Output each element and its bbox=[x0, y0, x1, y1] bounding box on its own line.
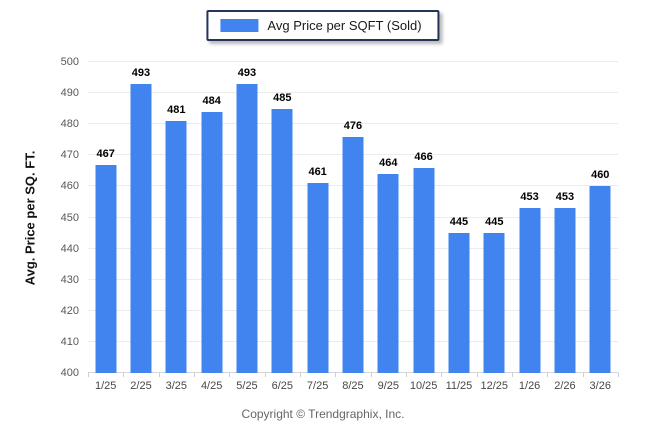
bar-value-label: 476 bbox=[343, 119, 363, 132]
x-tick-mark bbox=[229, 373, 231, 377]
bar-value-label: 464 bbox=[379, 156, 398, 169]
y-tick-label: 430 bbox=[60, 273, 79, 286]
bar-slot: 476 bbox=[335, 62, 370, 373]
bar-value-label: 466 bbox=[414, 150, 433, 163]
bar-slot: 445 bbox=[477, 62, 512, 373]
y-axis-title: Avg. Price per SQ. FT. bbox=[22, 150, 38, 286]
x-tick-mark bbox=[512, 373, 513, 377]
x-axis-label: 4/25 bbox=[200, 380, 223, 392]
bar-value-label: 453 bbox=[520, 191, 539, 204]
bar-value-label: 461 bbox=[308, 166, 327, 179]
x-axis-label: 3/26 bbox=[589, 380, 611, 392]
bar-value-label: 453 bbox=[555, 191, 575, 204]
bar-value-label: 481 bbox=[167, 104, 186, 117]
bar-slot: 493 bbox=[229, 62, 264, 373]
bar bbox=[519, 208, 541, 373]
bar-slot: 453 bbox=[512, 62, 547, 373]
bar-slot: 460 bbox=[583, 62, 618, 373]
bar-slot: 481 bbox=[159, 62, 194, 373]
x-axis-label: 3/25 bbox=[165, 380, 188, 392]
bar bbox=[448, 233, 470, 373]
bar bbox=[307, 183, 329, 373]
x-tick-mark bbox=[335, 373, 337, 377]
x-tick-mark bbox=[547, 373, 549, 377]
x-axis-label: 2/25 bbox=[130, 380, 152, 392]
x-tick-mark bbox=[406, 373, 407, 377]
bar bbox=[95, 164, 117, 373]
x-tick-mark bbox=[158, 373, 160, 377]
y-tick-label: 440 bbox=[60, 242, 79, 255]
bar-value-label: 445 bbox=[485, 216, 504, 229]
x-axis-label: 1/25 bbox=[94, 380, 117, 392]
x-axis-label: 1/26 bbox=[518, 380, 541, 392]
bar-slot: 461 bbox=[300, 62, 335, 373]
bar-slot: 485 bbox=[265, 62, 300, 373]
gridline bbox=[88, 92, 618, 94]
chart-legend: Avg Price per SQFT (Sold) bbox=[206, 10, 440, 41]
bar-value-label: 467 bbox=[96, 147, 115, 160]
x-axis-label: 8/25 bbox=[342, 380, 364, 392]
x-axis-label: 11/25 bbox=[445, 380, 473, 392]
bar-value-label: 493 bbox=[131, 66, 151, 79]
bars-layer: 467 493 481 484 493 485 461 476 464 466 445 445 453 4… bbox=[88, 62, 618, 373]
bar-slot: 484 bbox=[194, 62, 229, 373]
y-tick-label: 450 bbox=[60, 211, 79, 224]
bar-slot: 466 bbox=[406, 62, 441, 373]
x-tick-mark bbox=[264, 373, 266, 377]
y-tick-label: 470 bbox=[60, 149, 79, 162]
bar-value-label: 485 bbox=[273, 91, 292, 104]
bar-slot: 493 bbox=[123, 62, 158, 373]
bar bbox=[201, 111, 223, 373]
gridline bbox=[88, 123, 618, 125]
bar bbox=[130, 83, 152, 373]
plot-area: 400 410 420 430 440 450 460 470 480 490 500 467 493… bbox=[61, 56, 619, 379]
bar-value-label: 445 bbox=[449, 216, 469, 229]
y-tick-label: 420 bbox=[60, 304, 79, 317]
x-tick-mark bbox=[618, 373, 619, 377]
y-tick-label: 410 bbox=[60, 335, 79, 348]
bar bbox=[589, 186, 611, 373]
legend-swatch-icon bbox=[220, 19, 259, 32]
y-tick-label: 500 bbox=[60, 56, 79, 68]
x-axis-label: 7/25 bbox=[306, 380, 329, 392]
x-axis-label: 9/25 bbox=[377, 380, 399, 392]
x-tick-mark bbox=[441, 373, 443, 377]
x-axis-label: 6/25 bbox=[271, 380, 294, 392]
legend-label: Avg Price per SQFT (Sold) bbox=[267, 18, 422, 33]
bar bbox=[483, 233, 505, 373]
x-tick-mark bbox=[300, 373, 301, 377]
x-axis-label: 5/25 bbox=[236, 380, 258, 392]
x-tick-mark bbox=[582, 373, 584, 377]
y-tick-label: 480 bbox=[60, 118, 79, 131]
x-axis-label: 12/25 bbox=[480, 380, 509, 392]
copyright-text: Copyright © Trendgraphix, Inc. bbox=[241, 407, 405, 421]
y-tick-label: 460 bbox=[60, 180, 79, 193]
gridline bbox=[88, 61, 618, 62]
bar-value-label: 460 bbox=[591, 169, 610, 182]
bar-slot: 464 bbox=[371, 62, 406, 373]
bar-slot: 467 bbox=[88, 62, 123, 373]
y-tick-label: 400 bbox=[60, 367, 79, 379]
bar bbox=[165, 121, 187, 373]
bar bbox=[554, 208, 576, 373]
bar bbox=[271, 108, 293, 373]
y-tick-label: 490 bbox=[60, 87, 79, 100]
x-axis-labels: 1/25 2/25 3/25 4/25 5/25 6/25 7/25 8/25 9/25 10/2… bbox=[88, 380, 618, 392]
bar bbox=[236, 83, 258, 373]
x-axis-label: 2/26 bbox=[554, 380, 576, 392]
bar-value-label: 484 bbox=[202, 94, 221, 107]
x-axis-label: 10/25 bbox=[409, 380, 438, 392]
bar bbox=[413, 167, 435, 373]
bar bbox=[342, 136, 364, 373]
bar-slot: 453 bbox=[547, 62, 582, 373]
bar bbox=[377, 173, 399, 373]
bar-slot: 445 bbox=[441, 62, 476, 373]
x-tick-mark bbox=[88, 373, 89, 377]
x-tick-mark bbox=[194, 373, 195, 377]
bar-value-label: 493 bbox=[237, 66, 257, 79]
x-tick-mark bbox=[370, 373, 372, 377]
x-tick-mark bbox=[476, 373, 478, 377]
x-tick-mark bbox=[123, 373, 125, 377]
